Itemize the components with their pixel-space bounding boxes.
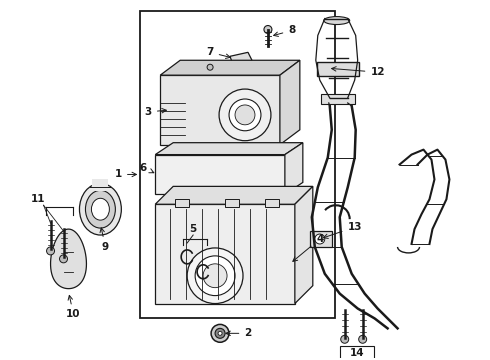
Bar xyxy=(317,62,359,76)
Polygon shape xyxy=(230,52,252,66)
Bar xyxy=(160,75,280,145)
Circle shape xyxy=(218,331,222,335)
Text: 8: 8 xyxy=(273,26,295,36)
Polygon shape xyxy=(155,143,303,154)
Circle shape xyxy=(235,105,255,125)
Text: 13: 13 xyxy=(323,222,362,238)
Circle shape xyxy=(229,99,261,131)
Circle shape xyxy=(187,248,243,303)
Ellipse shape xyxy=(79,183,122,235)
Circle shape xyxy=(215,328,225,338)
Text: 7: 7 xyxy=(206,47,230,58)
Ellipse shape xyxy=(324,17,350,24)
Bar xyxy=(310,231,332,247)
Circle shape xyxy=(203,264,227,288)
Circle shape xyxy=(195,256,235,296)
Text: 11: 11 xyxy=(30,194,45,204)
Circle shape xyxy=(59,255,68,263)
Circle shape xyxy=(341,335,349,343)
Text: 2: 2 xyxy=(226,328,252,338)
Polygon shape xyxy=(295,186,313,303)
Circle shape xyxy=(219,89,271,141)
Polygon shape xyxy=(50,229,86,289)
Bar xyxy=(225,199,239,207)
Text: 5: 5 xyxy=(190,224,197,234)
Circle shape xyxy=(207,64,213,70)
Polygon shape xyxy=(160,60,300,75)
Circle shape xyxy=(211,324,229,342)
Bar xyxy=(155,154,285,194)
Bar xyxy=(175,199,189,207)
Text: 3: 3 xyxy=(145,107,167,117)
Circle shape xyxy=(264,26,272,33)
Circle shape xyxy=(315,234,325,244)
Polygon shape xyxy=(155,186,313,204)
Polygon shape xyxy=(280,60,300,145)
Text: 10: 10 xyxy=(66,296,81,319)
Circle shape xyxy=(47,247,54,255)
Text: 12: 12 xyxy=(332,67,385,77)
Bar xyxy=(155,204,295,303)
Text: 1: 1 xyxy=(115,170,136,180)
Bar xyxy=(340,346,374,360)
Text: 9: 9 xyxy=(100,228,109,252)
Ellipse shape xyxy=(92,198,109,220)
Bar xyxy=(93,179,108,192)
Text: 4: 4 xyxy=(293,234,323,261)
Bar xyxy=(321,94,355,104)
Bar xyxy=(140,11,335,319)
Polygon shape xyxy=(285,143,303,194)
Text: 14: 14 xyxy=(349,348,364,358)
Circle shape xyxy=(359,335,367,343)
Text: 6: 6 xyxy=(140,162,154,173)
Ellipse shape xyxy=(85,190,115,228)
Bar xyxy=(265,199,279,207)
